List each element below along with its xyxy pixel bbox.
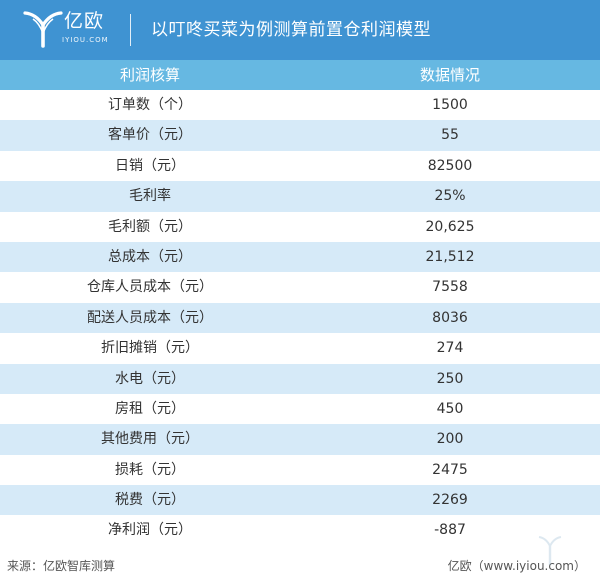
row-label: 水电（元） bbox=[115, 370, 185, 387]
table-row: 仓库人员成本（元） 7558 bbox=[0, 272, 600, 302]
row-label: 税费（元） bbox=[115, 492, 185, 509]
footer: 来源：亿欧智库测算 亿欧（www.iyiou.com） bbox=[0, 548, 600, 582]
row-label: 仓库人员成本（元） bbox=[87, 279, 213, 296]
credit-note: 亿欧（www.iyiou.com） bbox=[447, 559, 586, 573]
row-label: 客单价（元） bbox=[108, 127, 192, 144]
row-value: 8036 bbox=[432, 309, 468, 326]
row-value: 250 bbox=[436, 370, 464, 387]
row-label: 损耗（元） bbox=[115, 461, 185, 478]
row-value: 55 bbox=[441, 127, 459, 144]
row-label: 毛利率 bbox=[129, 188, 171, 205]
table-row: 损耗（元） 2475 bbox=[0, 455, 600, 485]
row-value: 25% bbox=[434, 188, 466, 205]
row-value: 200 bbox=[436, 431, 464, 448]
header-banner: 亿欧 IYIOU.COM 以叮咚买菜为例测算前置仓利润模型 bbox=[0, 0, 600, 60]
row-label: 折旧摊销（元） bbox=[101, 340, 199, 357]
row-value: 7558 bbox=[432, 279, 468, 296]
column-header-item: 利润核算 bbox=[119, 66, 180, 84]
table-row: 毛利额（元） 20,625 bbox=[0, 212, 600, 242]
table-row: 毛利率 25% bbox=[0, 181, 600, 212]
table-row: 订单数（个） 1500 bbox=[0, 90, 600, 120]
row-label: 配送人员成本（元） bbox=[87, 309, 213, 326]
source-note: 来源：亿欧智库测算 bbox=[7, 559, 116, 573]
column-header-value: 数据情况 bbox=[419, 66, 480, 84]
table-row: 其他费用（元） 200 bbox=[0, 424, 600, 455]
yiou-logo-icon bbox=[23, 11, 63, 48]
row-value: 1500 bbox=[432, 97, 468, 113]
table-row: 配送人员成本（元） 8036 bbox=[0, 302, 600, 334]
table-row: 总成本（元） 21,512 bbox=[0, 241, 600, 273]
row-value: 20,625 bbox=[425, 218, 475, 235]
row-label: 其他费用（元） bbox=[101, 431, 199, 448]
table-row: 房租（元） 450 bbox=[0, 394, 600, 424]
table-row: 折旧摊销（元） 274 bbox=[0, 333, 600, 363]
row-label: 净利润（元） bbox=[108, 522, 192, 539]
page-title: 以叮咚买菜为例测算前置仓利润模型 bbox=[151, 20, 431, 40]
table-row: 水电（元） 250 bbox=[0, 363, 600, 394]
row-value: -887 bbox=[434, 522, 466, 539]
table-row: 客单价（元） 55 bbox=[0, 120, 600, 151]
row-label: 订单数（个） bbox=[108, 97, 192, 113]
banner-divider bbox=[130, 14, 131, 46]
row-value: 21,512 bbox=[425, 248, 475, 265]
table-header: 利润核算 数据情况 bbox=[0, 60, 600, 90]
row-value: 274 bbox=[436, 340, 464, 357]
table-row: 日销（元） 82500 bbox=[0, 151, 600, 181]
row-label: 日销（元） bbox=[115, 157, 185, 174]
table-body: 订单数（个） 1500 客单价（元） 55 日销（元） 82500 毛利率 25% 毛利… bbox=[0, 90, 600, 546]
row-value: 2475 bbox=[432, 461, 468, 478]
row-label: 房租（元） bbox=[115, 400, 185, 417]
brand-url: IYIOU.COM bbox=[62, 36, 109, 44]
row-label: 毛利额（元） bbox=[108, 218, 192, 235]
row-value: 82500 bbox=[427, 157, 473, 174]
row-label: 总成本（元） bbox=[108, 248, 192, 265]
watermark-logo-icon bbox=[538, 536, 562, 565]
row-value: 450 bbox=[436, 400, 464, 417]
table-row: 净利润（元） -887 bbox=[0, 515, 600, 545]
table-row: 税费（元） 2269 bbox=[0, 485, 600, 516]
row-value: 2269 bbox=[432, 492, 468, 509]
brand-name: 亿欧 bbox=[64, 10, 105, 32]
